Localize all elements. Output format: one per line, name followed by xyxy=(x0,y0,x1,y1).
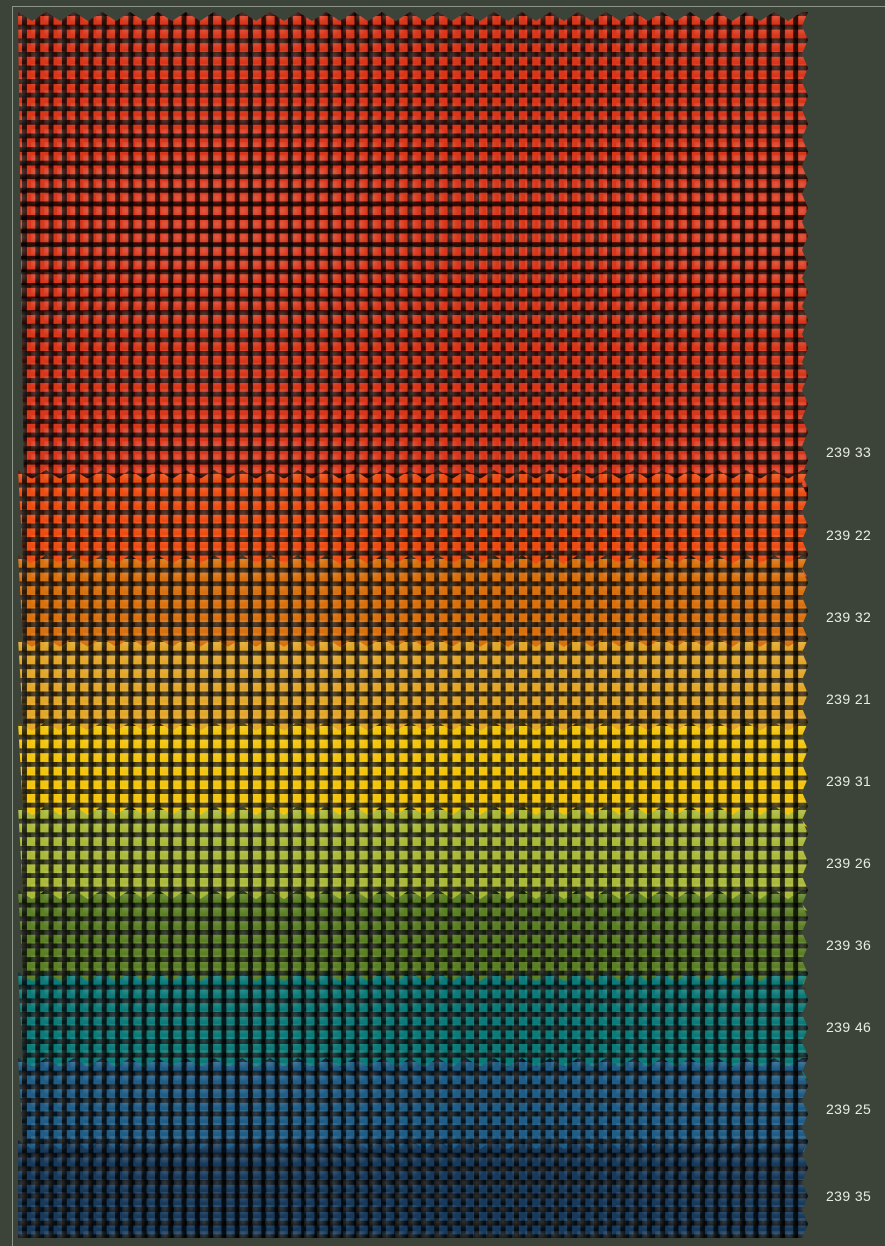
swatch-label: 239 25 xyxy=(826,1101,872,1117)
swatch-label: 239 33 xyxy=(826,444,872,460)
swatch-label: 239 22 xyxy=(826,527,872,543)
swatch-label: 239 26 xyxy=(826,855,872,871)
swatch-label: 239 36 xyxy=(826,937,872,953)
swatch-1 xyxy=(18,12,808,500)
swatch-label: 239 35 xyxy=(826,1188,872,1204)
swatch-8 xyxy=(18,972,808,1080)
swatch-label: 239 46 xyxy=(826,1019,872,1035)
swatch-3 xyxy=(18,555,808,655)
swatch-label: 239 31 xyxy=(826,773,872,789)
swatch-4 xyxy=(18,638,808,740)
swatch-label: 239 32 xyxy=(826,609,872,625)
swatch-7 xyxy=(18,890,808,990)
card-border xyxy=(12,6,885,1246)
swatch-10 xyxy=(18,1140,808,1238)
swatch-label: 239 21 xyxy=(826,691,872,707)
